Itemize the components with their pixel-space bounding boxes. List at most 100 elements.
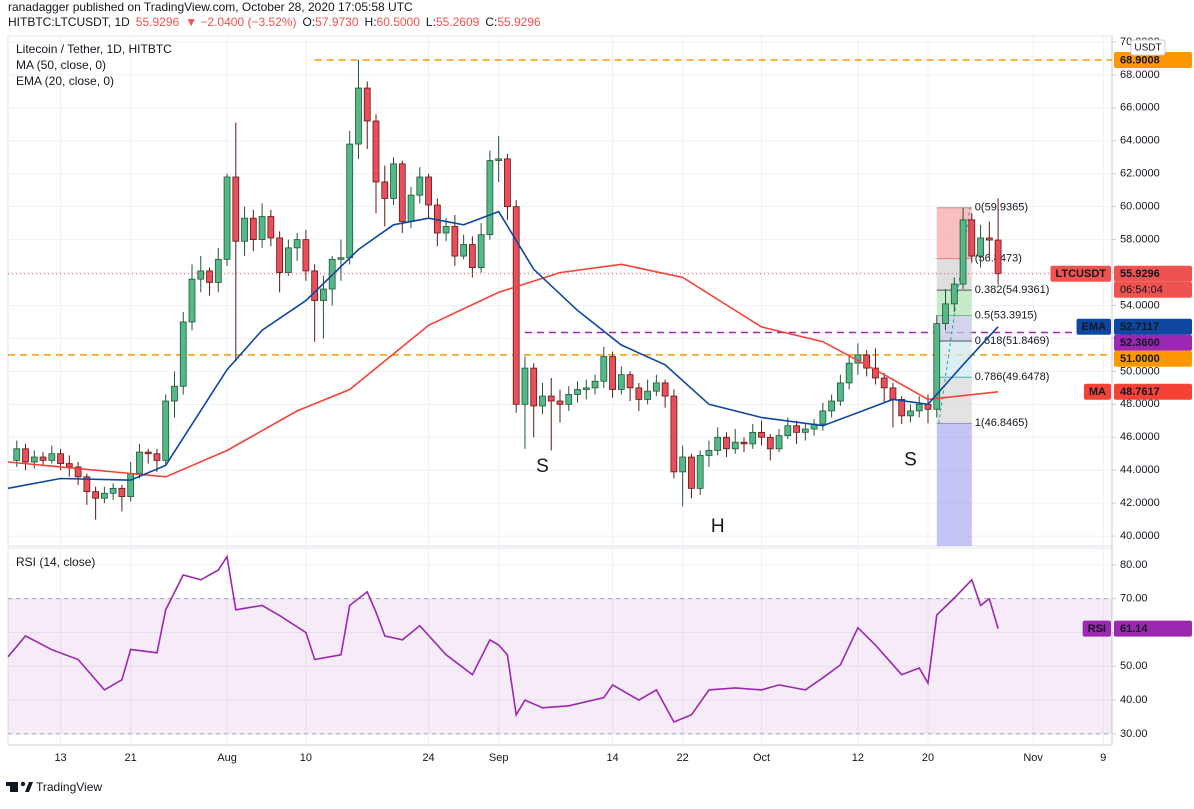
- candle-body: [477, 234, 485, 269]
- badge-name: MA: [1089, 386, 1106, 398]
- candle-body: [758, 431, 765, 438]
- candle-body: [39, 456, 47, 461]
- candle-body: [65, 463, 73, 468]
- badge-name-box: [1050, 265, 1111, 282]
- logo-part: [10, 782, 18, 792]
- candle-body: [197, 270, 205, 280]
- candle-body: [644, 390, 651, 400]
- candle-body: [232, 176, 240, 242]
- candle-body: [381, 181, 389, 199]
- candle-body: [653, 382, 660, 392]
- candle-body: [30, 456, 38, 463]
- indicator-line: [7, 263, 999, 478]
- logo-part: [20, 781, 26, 787]
- y-tick-label: 62.0000: [1120, 168, 1160, 180]
- fib-label: 0.382(54.9361): [975, 284, 1050, 296]
- candle-body: [837, 382, 844, 402]
- candle-body: [48, 453, 56, 461]
- fib-zone: [936, 315, 972, 341]
- y-tick-label: 50.0000: [1120, 365, 1160, 377]
- candle-body: [416, 176, 424, 196]
- price-badge-label: 68.9008: [1120, 54, 1160, 66]
- candle-body: [363, 87, 371, 122]
- candle-body: [661, 382, 669, 397]
- candle-body: [276, 237, 283, 273]
- price-badge-label: 61.14: [1120, 623, 1148, 635]
- candle-body: [635, 387, 643, 400]
- x-tick-label: Oct: [753, 752, 770, 764]
- pattern-label: S: [536, 456, 549, 477]
- badge-name: RSI: [1088, 623, 1106, 635]
- x-tick-label: Nov: [1023, 752, 1043, 764]
- y-tick-label: 54.0000: [1120, 299, 1160, 311]
- candle-body: [241, 217, 248, 242]
- currency-box: [1130, 39, 1166, 56]
- candle-body: [512, 206, 520, 405]
- candle-body: [609, 356, 616, 390]
- x-tick-label: 21: [125, 752, 137, 764]
- badge-name-box: [1082, 620, 1111, 637]
- x-tick-label: 13: [54, 752, 66, 764]
- price-badge: [1114, 265, 1192, 282]
- y-tick-label: 58.0000: [1120, 234, 1160, 246]
- x-tick-label: Aug: [217, 752, 237, 764]
- quote-line: HITBTC:LTCUSDT, 1D 55.9296 ▼ −2.0400 (−3.5…: [8, 15, 541, 29]
- candle-body: [775, 435, 783, 450]
- y-tick-label: 64.0000: [1120, 135, 1160, 147]
- candle-body: [784, 425, 792, 437]
- candle-body: [626, 374, 634, 389]
- candle-body: [22, 448, 29, 463]
- candle-body: [591, 380, 599, 389]
- candle-body: [206, 270, 213, 283]
- x-tick-label: 20: [922, 752, 934, 764]
- candle-body: [390, 163, 397, 199]
- price-badge-label: 51.0000: [1120, 353, 1160, 365]
- candle-body: [258, 216, 266, 241]
- candle-body: [486, 160, 494, 236]
- candle-body: [83, 476, 91, 493]
- candle-body: [679, 456, 687, 473]
- candle-body: [731, 441, 739, 450]
- y-tick-label: 40.0000: [1120, 530, 1160, 542]
- price-badge-label: 48.7617: [1120, 386, 1160, 398]
- price-badge: [1114, 318, 1192, 335]
- price: 55.9296: [136, 15, 180, 29]
- logo-part: [6, 782, 18, 786]
- logo-part: [25, 782, 33, 792]
- y-tick-label: 68.0000: [1120, 69, 1160, 81]
- fib-label: 0.5(53.3915): [975, 309, 1037, 321]
- candle-body: [451, 226, 459, 257]
- candle-body: [539, 395, 546, 407]
- candle-body: [705, 450, 713, 456]
- countdown: 06:54:04: [1120, 284, 1163, 296]
- candle-body: [188, 278, 196, 323]
- symbol: HITBTC:LTCUSDT, 1D: [8, 15, 130, 29]
- ohlc-key: O:: [302, 15, 315, 29]
- candle-body: [293, 239, 301, 249]
- y-tick-label: 42.0000: [1120, 497, 1160, 509]
- pattern-label: S: [904, 449, 917, 470]
- candle-body: [556, 400, 564, 405]
- candle-body: [223, 176, 231, 260]
- y-tick-label: 40.00: [1120, 694, 1148, 706]
- fib-zone: [936, 377, 972, 424]
- y-tick-label: 46.0000: [1120, 431, 1160, 443]
- candle-body: [766, 436, 774, 450]
- ohlc-key: H:: [365, 15, 377, 29]
- candle-body: [793, 425, 800, 433]
- candle-body: [600, 356, 608, 382]
- ohlc-value: 55.2609: [436, 15, 480, 29]
- legend-entry: MA (50, close, 0): [16, 58, 106, 72]
- candle-body: [144, 451, 152, 455]
- candle-body: [127, 473, 135, 497]
- candle-body: [74, 466, 82, 478]
- candle-body: [521, 367, 529, 405]
- candle-body: [495, 158, 503, 161]
- y-tick-label: 48.0000: [1120, 398, 1160, 410]
- y-tick-label: 44.0000: [1120, 464, 1160, 476]
- candle-body: [460, 244, 467, 257]
- fib-label: 0(59.9365): [975, 202, 1028, 214]
- pattern-label: H: [711, 516, 725, 537]
